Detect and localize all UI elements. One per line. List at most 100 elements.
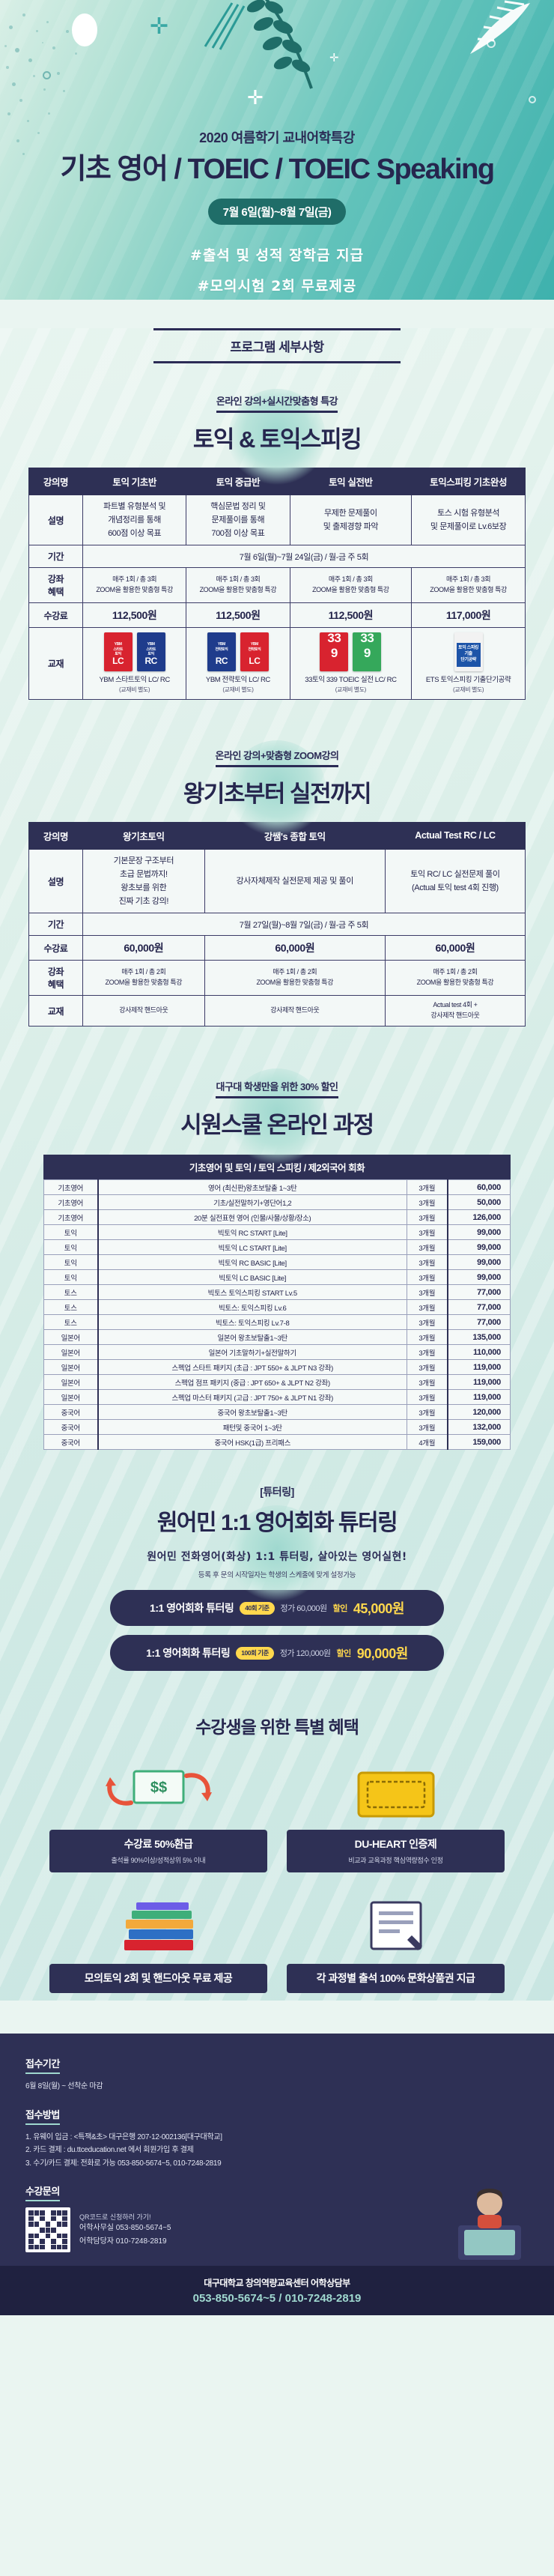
price-course-name: 빅토스: 토익스피킹 Lv.7-8 xyxy=(97,1314,407,1331)
benefits-grid: $$ 수강료 50%환급 출석률 90%이상/성적상위 5% 이내 xyxy=(49,1758,505,1994)
row-label-textbook: 교재 xyxy=(28,627,83,700)
book-cover-ybm-strategy-rc: YBM 전략토익 RC xyxy=(207,632,236,672)
qr-caption: QR코드로 신청하러 가기! xyxy=(79,2213,151,2221)
price-duration: 3개월 xyxy=(407,1314,448,1331)
price-row: 기초영어 기초/실전말하기+영단어1,2 3개월 50,000 xyxy=(43,1194,511,1211)
hashtag-scholarship: #출석 및 성적 장학금 지급 xyxy=(189,247,365,264)
price-amount: 159,000 xyxy=(446,1434,511,1451)
price-course-name: 20분 실전표현 영어 (인물/사물/상황/장소) xyxy=(97,1209,407,1226)
book-images: YBM 전략토익 RC YBM 전략토익 LC xyxy=(189,632,286,672)
offer-label: 1:1 영어회화 튜터링 xyxy=(146,1647,231,1660)
qr-code[interactable] xyxy=(25,2207,70,2253)
price-amount: 77,000 xyxy=(446,1299,511,1316)
cell-benefit: 매주 1회 / 총 3회 ZOOM을 활용한 맞춤형 특강 xyxy=(411,567,526,604)
book-images: 33 9 33 9 xyxy=(293,632,409,672)
contact-line-1: 어학사무실 053-850-5674~5 xyxy=(79,2223,171,2232)
price-course-name: 중국어 HSK(1급) 프리패스 xyxy=(97,1434,407,1451)
hero-date-badge: 7월 6일(월)~8월 7일(금) xyxy=(207,198,347,225)
apply-method-line-3: 3. 수기/카드 결제: 전화로 가능 053-850-5674~5, 010-… xyxy=(25,2159,222,2168)
plus-icon: ✛ xyxy=(150,14,169,39)
row-label-fee: 수강료 xyxy=(28,602,83,629)
price-row: 기초영어 영어 (최신판)왕초보탈출 1~3탄 3개월 60,000 xyxy=(43,1179,511,1196)
benefit-bar: 각 과정별 출석 100% 문화상품권 지급 xyxy=(287,1964,505,1994)
price-amount: 50,000 xyxy=(446,1194,511,1211)
fern-leaf-icon xyxy=(470,0,530,54)
table-row-description: 설명 파트별 유형분석 및 개념정리를 통해 600점 이상 목표 핵심문법 정리 … xyxy=(28,494,526,546)
cell-textbook: 토익 스피킹 기출 단기공략 ETS 토익스피킹 기출단기공략 (교재비 별도) xyxy=(411,627,526,700)
price-amount: 99,000 xyxy=(446,1269,511,1286)
benefit-title: 모의토익 2회 및 핸드아웃 무료 제공 xyxy=(84,1972,233,1985)
cell-benefit: 매주 1회 / 총 2회 ZOOM을 활용한 맞춤형 특강 xyxy=(384,960,526,997)
price-category: 토익 xyxy=(43,1239,98,1256)
price-category: 토스 xyxy=(43,1299,98,1316)
book-stack-icon xyxy=(124,1902,193,1951)
cell-period: 7월 6일(월)~7월 24일(금) / 월-금 주 5회 xyxy=(82,545,526,569)
table-row-textbook: 교재 강사제작 핸드아웃 강사제작 핸드아웃 Actual test 4회 + 강… xyxy=(28,995,526,1027)
apply-method-title: 접수방법 xyxy=(25,2107,60,2125)
th-course-name: 강의명 xyxy=(28,468,83,495)
footer-org-name: 대구대학교 창의역량교육센터 어학상담부 xyxy=(204,2278,350,2289)
row-label-description: 설명 xyxy=(28,494,83,546)
offer-label: 1:1 영어회화 튜터링 xyxy=(150,1602,234,1615)
section3-title: 시원스쿨 온라인 과정 xyxy=(180,1112,374,1139)
price-duration: 3개월 xyxy=(407,1239,448,1256)
price-row: 중국어 중국어 HSK(1급) 프리패스 4개월 159,000 xyxy=(43,1434,511,1451)
price-course-name: 스펙업 마스터 패키지 (고급 : JPT 750+ & JLPT N1 강좌) xyxy=(97,1389,407,1406)
price-category: 토익 xyxy=(43,1254,98,1271)
price-row: 일본어 스펙업 스타트 패키지 (초급 : JPT 550+ & JLPT N3 … xyxy=(43,1359,511,1376)
table-row-period: 기간 7월 6일(월)~7월 24일(금) / 월-금 주 5회 xyxy=(28,545,526,569)
benefit-title: DU-HEART 인증제 xyxy=(354,1838,437,1851)
price-row: 중국어 패턴및 중국어 1~3탄 3개월 132,000 xyxy=(43,1419,511,1436)
benefit-card-duheart: DU-HEART 인증제 비교과 교육과정 핵심역량점수 인정 xyxy=(287,1758,505,1873)
cell-fee: 60,000원 xyxy=(82,935,205,961)
document-icon xyxy=(370,1901,422,1951)
fan-leaf-icon xyxy=(204,2,246,50)
price-row: 일본어 스펙업 마스터 패키지 (고급 : JPT 750+ & JLPT N1 … xyxy=(43,1389,511,1406)
tutoring-note: 등록 후 문의 시작일자는 학생의 스케줄에 맞게 설정가능 xyxy=(198,1571,356,1580)
book-label: YBM 전략토익 LC/ RC (교재비 별도) xyxy=(205,676,270,694)
glow-decoration xyxy=(228,1505,326,1603)
price-course-name: 기초/실전말하기+영단어1,2 xyxy=(97,1194,407,1211)
cell-benefit: 매주 1회 / 총 3회 ZOOM을 활용한 맞춤형 특강 xyxy=(82,567,187,604)
price-duration: 3개월 xyxy=(407,1209,448,1226)
ring-decoration xyxy=(529,96,536,103)
price-row: 중국어 중국어 왕초보탈출1~3탄 3개월 120,000 xyxy=(43,1404,511,1421)
cell-description: 강사자체제작 실전문제 제공 및 풀이 xyxy=(204,848,386,914)
coupon-icon xyxy=(287,1758,505,1822)
tutoring-tag: [튜터링] xyxy=(260,1486,294,1499)
table-row-textbook: 교재 YBM 스타트 토익 LC YBM 스타트 토익 RC YBM 스타트토익 LC/ R… xyxy=(28,627,526,700)
tutoring-offer-100[interactable]: 1:1 영어회화 튜터링 100회 기준 정가 120,000원 할인 90,0… xyxy=(110,1635,444,1672)
footer: 접수기간 6월 8일(월) ~ 선착순 마감 접수방법 1. 유웨이 입금 : … xyxy=(0,2034,554,2316)
th-actual-test: Actual Test RC / LC xyxy=(384,821,526,850)
price-course-name: 빅토익 RC BASIC [Lite] xyxy=(97,1254,407,1271)
contact-line-2: 어학담당자 010-7248-2819 xyxy=(79,2237,167,2246)
row-label-benefit: 강좌 혜택 xyxy=(28,960,83,997)
price-row: 토익 빅토익 LC START [Lite] 3개월 99,000 xyxy=(43,1239,511,1256)
hashtag-mocktest: #모의시험 2회 무료제공 xyxy=(197,277,357,294)
price-row: 일본어 일본어 기초말하기+실전말하기 3개월 110,000 xyxy=(43,1344,511,1361)
row-label-textbook: 교재 xyxy=(28,995,83,1027)
cell-description: 기본문장 구조부터 초급 문법까지! 왕초보를 위한 진짜 기초 강의! xyxy=(82,848,205,914)
hero-title: 기초 영어 / TOEIC / TOEIC Speaking xyxy=(60,154,495,185)
price-category: 일본어 xyxy=(43,1359,98,1376)
section2-kicker: 온라인 강의+맞춤형 ZOOM강의 xyxy=(215,748,339,767)
footer-org-bar: 대구대학교 창의역량교육센터 어학상담부 053-850-5674~5 / 01… xyxy=(0,2266,554,2316)
cell-benefit: 매주 1회 / 총 2회 ZOOM을 활용한 맞춤형 특강 xyxy=(82,960,205,997)
apply-method-line-1: 1. 유웨이 입금 : <특잭&초> 대구은행 207-12-002136[대구… xyxy=(25,2132,222,2141)
price-course-name: 일본어 왕초보탈출1~3탄 xyxy=(97,1329,407,1346)
th-speaking: 토익스피킹 기초완성 xyxy=(411,468,526,495)
price-category: 기초영어 xyxy=(43,1209,98,1226)
cell-benefit: 매주 1회 / 총 3회 ZOOM을 활용한 맞춤형 특강 xyxy=(186,567,290,604)
hero-banner: ✛ ✛ ✛ xyxy=(0,0,554,300)
table-row-fee: 수강료 60,000원 60,000원 60,000원 xyxy=(28,935,526,961)
table-row-period: 기간 7월 27일(월)~8월 7일(금) / 월-금 주 5회 xyxy=(28,913,526,937)
price-duration: 4개월 xyxy=(407,1434,448,1451)
body-container: 프로그램 세부사항 온라인 강의+실시간맞춤형 특강 토익 & 토익스피킹 강의… xyxy=(0,328,554,2001)
benefit-title: 각 과정별 출석 100% 문화상품권 지급 xyxy=(316,1972,475,1985)
footer-phone: 053-850-5674~5 / 010-7248-2819 xyxy=(192,2292,362,2306)
price-row: 토익 빅토익 RC BASIC [Lite] 3개월 99,000 xyxy=(43,1254,511,1271)
price-amount: 99,000 xyxy=(446,1239,511,1256)
dot-pattern xyxy=(0,0,142,165)
price-row: 기초영어 20분 실전표현 영어 (인물/사물/상황/장소) 3개월 126,000 xyxy=(43,1209,511,1226)
price-duration: 3개월 xyxy=(407,1359,448,1376)
